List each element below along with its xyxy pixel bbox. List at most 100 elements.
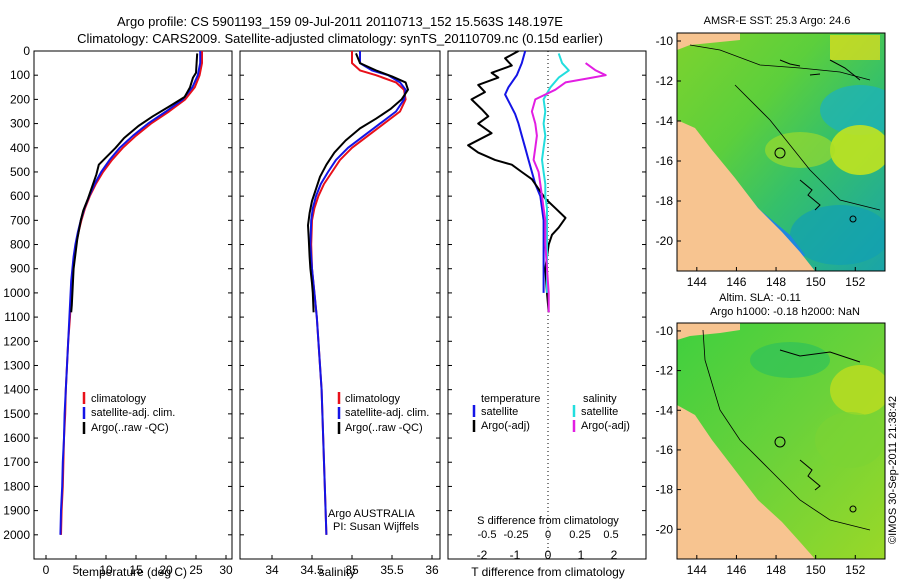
depth-tick-label: 1200 xyxy=(3,334,30,348)
sst-map-panel: AMSR-E SST: 25.3 Argo: 24.6 144 146 148 150… xyxy=(656,15,886,289)
salinity-panel: 34 34.5 35 35.5 36 climatology satellite-adj… xyxy=(239,50,441,579)
sst-map-frame xyxy=(676,32,886,272)
salinity-depth-ticks xyxy=(240,50,440,536)
map-x-tick-label: 144 xyxy=(687,563,707,577)
x-tick-label: 15 xyxy=(129,563,143,577)
difference-top-ticks: -0.5 -0.25 0 0.25 0.5 xyxy=(478,529,619,541)
argo-float-marker xyxy=(774,436,786,448)
sla-map-image xyxy=(677,323,885,559)
series-line-argo xyxy=(70,53,199,313)
map-x-tick-label: 144 xyxy=(687,275,707,289)
salinity-footnote-program: Argo AUSTRALIA xyxy=(328,508,415,520)
salinity-plot-frame xyxy=(239,50,441,560)
map-x-tick-label: 150 xyxy=(806,563,826,577)
legend-label-climatology: climatology xyxy=(91,393,147,405)
map-y-tick-label: -16 xyxy=(656,154,674,168)
series-line-argo xyxy=(307,53,409,313)
map-y-tick-label: -16 xyxy=(656,443,674,457)
x-tick-label: 35.5 xyxy=(380,563,404,577)
sst-map-ticks: 144 146 148 150 152 -10 -12 -14 -16 -18 -20 xyxy=(656,34,866,289)
legend-label-temp-satellite: satellite xyxy=(481,406,518,418)
series-line-climatology xyxy=(60,51,203,535)
salinity-footnote-pi: PI: Susan Wijffels xyxy=(333,521,419,533)
difference-panel: temperature salinity satellite Argo(-adj… xyxy=(447,50,647,579)
legend-label-climatology: climatology xyxy=(345,393,401,405)
depth-tick-label: 1000 xyxy=(3,286,30,300)
series-line-satellite xyxy=(309,51,407,535)
map-y-tick-label: -18 xyxy=(656,483,674,497)
map-y-tick-label: -12 xyxy=(656,74,674,88)
top-tick: 0.5 xyxy=(603,529,618,541)
salinity-legend: climatology satellite-adj. clim. Argo(..… xyxy=(337,392,429,434)
copyright-stamp: ©IMOS 30-Sep-2011 21:38:42 xyxy=(887,396,899,544)
x-tick-label: 10 xyxy=(99,563,113,577)
series-line-climatology xyxy=(310,51,407,535)
legend-label-argo: Argo(..raw -QC) xyxy=(91,422,169,434)
sla-map-frame xyxy=(676,322,886,560)
top-tick: 0 xyxy=(545,529,551,541)
figure-title-line2: Climatology: CARS2009. Satellite-adjuste… xyxy=(77,31,603,46)
sla-map-panel: Altim. SLA: -0.11 Argo h1000: -0.18 h200… xyxy=(656,292,886,577)
map-y-tick-label: -10 xyxy=(656,324,674,338)
figure-title-line1: Argo profile: CS 5901193_159 09-Jul-2011… xyxy=(117,14,563,29)
map-y-tick-label: -20 xyxy=(656,522,674,536)
top-tick: -0.5 xyxy=(478,529,497,541)
series-line-satellite xyxy=(59,51,202,535)
top-tick: -0.25 xyxy=(503,529,528,541)
argo-float-marker xyxy=(774,147,786,159)
legend-label-satellite: satellite-adj. clim. xyxy=(345,407,429,419)
temperature-axis-ticks: 0 5 10 15 20 25 30 xyxy=(43,555,233,577)
x-tick-label: 34 xyxy=(265,563,279,577)
depth-tick-label: 0 xyxy=(23,44,30,58)
legend-header-temperature: temperature xyxy=(481,393,540,405)
depth-tick-label: 2000 xyxy=(3,528,30,542)
series-line-t-argo xyxy=(467,50,567,313)
map-x-tick-label: 146 xyxy=(726,275,746,289)
sla-map-title-line1: Altim. SLA: -0.11 xyxy=(719,292,801,304)
sla-map-ticks: 144 146 148 150 152 -10 -12 -14 -16 -18 -20 xyxy=(656,324,866,577)
bottom-tick: -2 xyxy=(477,548,488,562)
series-line-s-satellite xyxy=(541,53,570,293)
station-marker xyxy=(849,505,857,513)
map-y-tick-label: -20 xyxy=(656,234,674,248)
difference-top-axis-label: S difference from climatology xyxy=(477,515,619,527)
difference-axis-label: T difference from climatology xyxy=(471,565,625,579)
bottom-tick: 2 xyxy=(611,548,618,562)
depth-tick-label: 1100 xyxy=(4,310,30,324)
difference-plot-frame xyxy=(447,50,647,560)
map-x-tick-label: 148 xyxy=(766,563,786,577)
map-y-tick-label: -12 xyxy=(656,364,674,378)
legend-label-sal-argo: Argo(-adj) xyxy=(581,420,630,432)
depth-tick-label: 300 xyxy=(10,117,30,131)
x-tick-label: 30 xyxy=(219,563,233,577)
station-marker xyxy=(849,215,857,223)
temperature-plot-frame xyxy=(33,50,233,560)
map-y-tick-label: -14 xyxy=(656,403,674,417)
sst-map-image xyxy=(677,33,885,271)
x-tick-label: 35 xyxy=(345,563,359,577)
depth-tick-label: 1700 xyxy=(3,455,30,469)
difference-legend: temperature salinity satellite Argo(-adj… xyxy=(472,393,630,432)
x-tick-label: 20 xyxy=(159,563,173,577)
depth-tick-label: 800 xyxy=(10,238,30,252)
map-x-tick-label: 152 xyxy=(845,275,865,289)
salinity-axis-ticks: 34 34.5 35 35.5 36 xyxy=(265,555,439,577)
difference-bottom-ticks: -2 -1 0 1 2 xyxy=(477,548,618,562)
depth-tick-label: 1300 xyxy=(3,358,30,372)
legend-label-temp-argo: Argo(-adj) xyxy=(481,420,530,432)
difference-profile-lines xyxy=(467,50,607,313)
temperature-legend: climatology satellite-adj. clim. Argo(..… xyxy=(82,392,175,434)
sla-map-title-line2: Argo h1000: -0.18 h2000: NaN xyxy=(710,306,860,318)
salinity-profile-lines xyxy=(307,51,409,535)
legend-label-argo: Argo(..raw -QC) xyxy=(345,422,423,434)
depth-tick-label: 600 xyxy=(10,189,30,203)
depth-tick-label: 1400 xyxy=(3,383,30,397)
bottom-tick: -1 xyxy=(510,548,521,562)
depth-tick-label: 1800 xyxy=(3,479,30,493)
map-x-tick-label: 152 xyxy=(845,563,865,577)
series-line-s-argo xyxy=(530,62,607,313)
legend-header-salinity: salinity xyxy=(583,393,617,405)
x-tick-label: 0 xyxy=(43,563,50,577)
bottom-tick: 0 xyxy=(545,548,552,562)
depth-tick-label: 1600 xyxy=(3,431,30,445)
